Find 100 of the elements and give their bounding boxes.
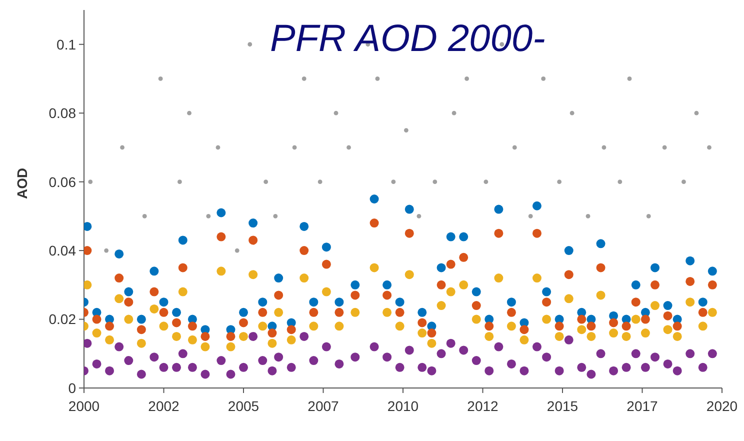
point (92, 328, 102, 338)
point (564, 270, 574, 280)
point (274, 290, 284, 300)
point (273, 214, 278, 218)
point (216, 232, 226, 242)
point (436, 280, 446, 290)
point (446, 232, 456, 242)
point (650, 280, 660, 290)
point (640, 362, 650, 372)
point (350, 290, 360, 300)
point (427, 338, 436, 348)
point (322, 342, 331, 352)
point (178, 236, 188, 245)
point (322, 287, 331, 296)
point (375, 76, 380, 81)
point (472, 356, 481, 366)
point (150, 352, 159, 362)
point (216, 208, 226, 218)
point (216, 266, 226, 276)
point (370, 194, 379, 204)
point (84, 280, 92, 290)
y-axis-title: AOD (14, 168, 30, 199)
point (520, 325, 529, 334)
point (382, 280, 392, 290)
point (682, 180, 686, 184)
point (650, 352, 660, 362)
point (286, 362, 296, 372)
point (334, 308, 344, 317)
point (309, 308, 318, 317)
point (586, 332, 596, 341)
point (114, 274, 124, 283)
point (698, 362, 708, 372)
y-tick-label: 0.1 (56, 36, 76, 52)
point (596, 239, 606, 248)
point (494, 204, 504, 214)
point (446, 338, 456, 348)
x-tick-label: 2015 (546, 398, 578, 414)
point (226, 370, 236, 379)
point (114, 294, 124, 304)
point (395, 308, 404, 317)
point (136, 325, 146, 334)
point (596, 263, 606, 272)
point (395, 322, 404, 331)
point (506, 322, 516, 331)
point (159, 362, 168, 372)
point (234, 248, 240, 253)
point (631, 314, 640, 324)
point (506, 298, 516, 307)
point (382, 308, 392, 317)
point (596, 349, 606, 358)
point (258, 298, 268, 307)
point (427, 328, 436, 338)
point (309, 298, 318, 307)
point (646, 214, 651, 218)
point (542, 314, 552, 324)
point (404, 228, 414, 238)
point (105, 335, 114, 344)
point (418, 362, 427, 372)
x-tick-label: 2002 (148, 398, 180, 414)
x-tick-label: 2017 (626, 398, 658, 414)
point (577, 314, 586, 324)
point (382, 290, 392, 300)
point (187, 110, 192, 116)
point (472, 287, 481, 296)
point (631, 349, 640, 358)
point (286, 325, 296, 334)
point (92, 314, 102, 324)
point (150, 266, 159, 276)
point (136, 314, 146, 324)
point (309, 322, 318, 331)
point (292, 145, 297, 150)
point (494, 274, 504, 283)
point (416, 214, 422, 218)
point (506, 359, 516, 368)
point (532, 342, 542, 352)
point (494, 342, 504, 352)
chart-title: PFR AOD 2000- (270, 18, 546, 61)
point (663, 301, 672, 310)
point (698, 308, 708, 317)
point (640, 328, 650, 338)
point (248, 332, 258, 341)
point (105, 322, 114, 331)
point (472, 301, 481, 310)
point (92, 359, 102, 368)
point (322, 260, 331, 269)
point (286, 335, 296, 344)
point (609, 366, 618, 376)
point (570, 110, 574, 116)
point (436, 263, 446, 272)
point (114, 249, 124, 258)
point (268, 338, 277, 348)
point (158, 76, 163, 81)
point (418, 318, 427, 328)
point (142, 214, 147, 218)
point (159, 322, 168, 331)
point (446, 260, 456, 269)
point (124, 298, 134, 307)
point (350, 352, 360, 362)
point (239, 332, 248, 341)
point (105, 366, 114, 376)
